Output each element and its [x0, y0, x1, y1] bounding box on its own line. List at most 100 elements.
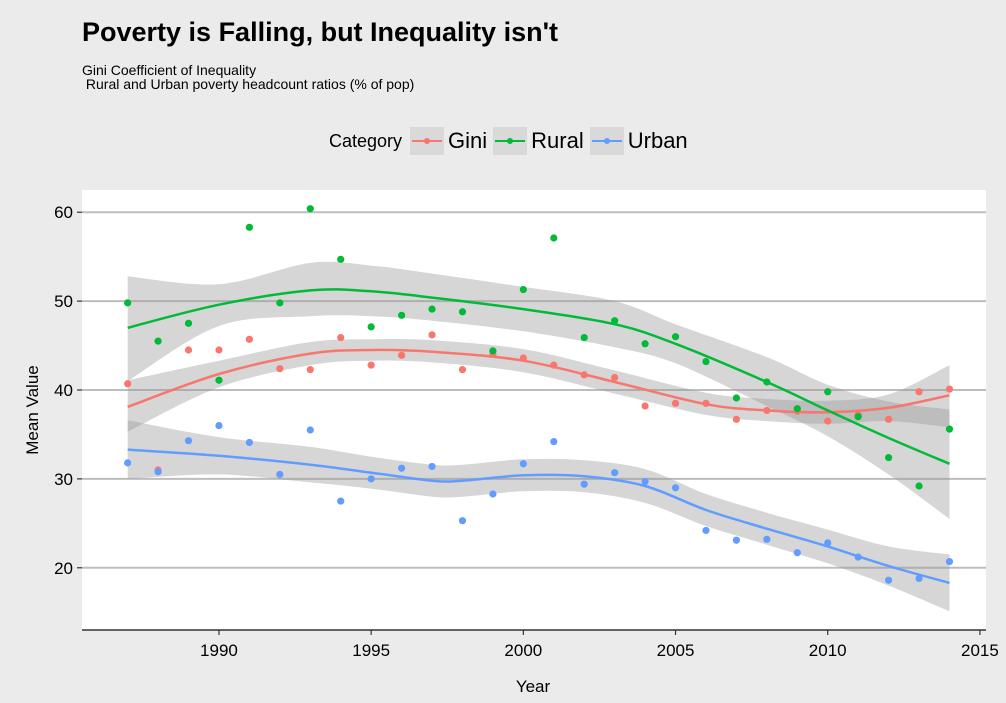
data-point-rural	[306, 205, 314, 213]
data-point-gini	[276, 365, 284, 373]
data-point-rural	[397, 311, 406, 319]
data-point-rural	[945, 425, 954, 433]
trend-line-rural	[127, 288, 950, 465]
chart-title: Poverty is Falling, but Inequality isn't	[82, 17, 558, 47]
legend-key-urban	[589, 127, 624, 155]
data-point-rural	[824, 388, 832, 396]
data-point-rural	[611, 317, 619, 325]
data-point-rural	[702, 357, 710, 366]
data-point-urban	[154, 468, 162, 476]
data-point-gini	[337, 333, 345, 342]
data-point-rural	[184, 319, 193, 327]
data-point-urban	[854, 553, 862, 561]
data-point-urban	[337, 497, 345, 505]
data-point-urban	[276, 470, 284, 479]
data-point-urban	[245, 438, 254, 447]
data-point-urban	[550, 437, 558, 446]
data-point-rural	[367, 323, 375, 331]
x-tick-label: 2015	[961, 641, 999, 660]
data-point-urban	[793, 549, 801, 557]
data-point-urban	[306, 426, 314, 434]
data-point-gini	[671, 399, 680, 407]
data-point-rural	[550, 234, 558, 242]
legend-label-urban: Urban	[627, 128, 688, 153]
data-point-urban	[458, 517, 467, 525]
data-point-urban	[397, 464, 406, 472]
legend-title: Category	[329, 130, 403, 151]
x-tick-label: 2000	[504, 641, 542, 660]
data-point-urban	[489, 490, 497, 498]
y-tick-label: 50	[54, 292, 73, 311]
legend-label-gini: Gini	[448, 128, 488, 153]
data-point-gini	[367, 361, 375, 369]
data-point-urban	[945, 557, 954, 566]
data-point-urban	[732, 536, 741, 544]
y-axis-title: Mean Value	[23, 365, 42, 454]
data-point-urban	[428, 462, 436, 471]
chart-subtitle: Gini Coefficient of Inequality Rural and…	[82, 62, 415, 92]
data-point-gini	[641, 402, 649, 410]
data-point-gini	[945, 385, 954, 393]
legend-key-gini	[410, 127, 445, 155]
y-tick-label: 40	[54, 381, 73, 400]
data-point-urban	[824, 539, 832, 547]
data-point-rural	[215, 376, 223, 384]
data-point-rural	[276, 299, 284, 307]
trend-line-urban	[127, 448, 950, 585]
data-point-gini	[702, 399, 710, 407]
data-point-gini	[550, 361, 558, 369]
data-point-urban	[915, 574, 923, 583]
data-point-gini	[611, 373, 619, 382]
data-point-rural	[519, 285, 527, 294]
data-point-rural	[245, 223, 254, 231]
x-tick-label: 1990	[200, 641, 238, 660]
data-point-rural	[732, 394, 741, 402]
data-point-gini	[824, 417, 832, 425]
x-tick-label: 1995	[352, 641, 390, 660]
y-tick-label: 20	[54, 559, 73, 578]
data-point-gini	[397, 351, 406, 359]
data-point-urban	[884, 576, 893, 584]
x-tick-label: 2010	[809, 641, 847, 660]
legend: Category Gini Rural Urban	[329, 127, 694, 155]
data-point-gini	[184, 346, 193, 354]
data-point-rural	[124, 299, 132, 307]
plot-panel	[82, 190, 986, 630]
data-point-gini	[306, 365, 314, 374]
data-point-urban	[702, 526, 710, 535]
x-axis-title: Year	[516, 677, 551, 696]
data-point-gini	[428, 331, 436, 339]
data-point-urban	[641, 477, 649, 486]
data-point-urban	[519, 460, 527, 468]
y-tick-label: 30	[54, 470, 73, 489]
legend-key-rural	[493, 127, 528, 155]
y-tick-label: 60	[54, 203, 73, 222]
x-tick-label: 2005	[657, 641, 695, 660]
data-point-gini	[915, 388, 923, 396]
data-point-urban	[367, 475, 375, 483]
data-point-gini	[124, 380, 132, 388]
data-point-rural	[793, 405, 801, 413]
data-point-urban	[580, 480, 588, 488]
data-point-urban	[124, 459, 132, 467]
data-point-rural	[458, 308, 467, 316]
data-point-gini	[245, 335, 254, 343]
data-point-urban	[611, 469, 619, 477]
legend-item-gini: Gini	[410, 127, 489, 155]
legend-item-rural: Rural	[493, 127, 586, 155]
data-point-gini	[519, 354, 527, 362]
data-point-gini	[884, 415, 893, 423]
data-point-gini	[732, 415, 741, 423]
data-point-rural	[763, 378, 771, 386]
data-point-gini	[580, 371, 588, 379]
data-point-rural	[671, 333, 680, 341]
data-point-rural	[337, 255, 345, 263]
data-point-urban	[215, 421, 223, 430]
legend-item-urban: Urban	[589, 127, 690, 155]
data-point-urban	[671, 484, 680, 492]
data-point-gini	[215, 346, 223, 354]
data-point-urban	[184, 437, 193, 445]
data-point-rural	[580, 333, 588, 342]
data-point-urban	[763, 535, 771, 543]
